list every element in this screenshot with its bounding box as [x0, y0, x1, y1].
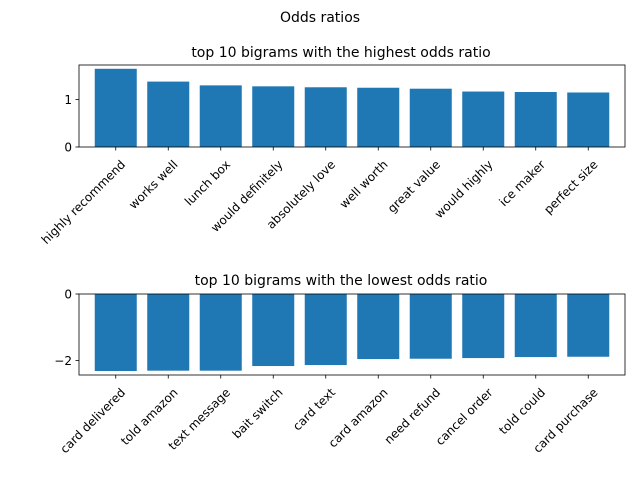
- bar-top-9: [567, 92, 610, 147]
- bar-bottom-8: [514, 294, 557, 358]
- bar-top-1: [147, 81, 190, 147]
- xtick-label: works well: [126, 157, 180, 211]
- axes-frame: [78, 293, 626, 376]
- bar-top-8: [514, 92, 557, 147]
- bar-top-5: [357, 87, 400, 147]
- bar-bottom-5: [357, 294, 400, 360]
- bar-top-0: [94, 68, 137, 147]
- bar-bottom-0: [94, 294, 137, 372]
- xtick-label: bait switch: [230, 385, 286, 441]
- ytick-label: 0: [64, 141, 72, 155]
- bar-bottom-1: [147, 294, 190, 371]
- bar-top-7: [462, 91, 505, 147]
- xtick-label: well worth: [337, 157, 391, 211]
- chart-top-axes: top 10 bigrams with the highest odds rat…: [39, 45, 626, 247]
- bar-bottom-2: [199, 294, 242, 371]
- xtick-label: told could: [496, 385, 548, 437]
- chart-bottom-axes: top 10 bigrams with the lowest odds rati…: [54, 273, 626, 456]
- bar-top-4: [304, 87, 347, 147]
- bar-bottom-4: [304, 294, 347, 366]
- xtick-label: highly recommend: [39, 157, 128, 246]
- chart-bottom-title: top 10 bigrams with the lowest odds rati…: [195, 273, 488, 289]
- chart-top-title: top 10 bigrams with the highest odds rat…: [191, 45, 490, 61]
- bar-top-6: [409, 88, 452, 147]
- bar-top-2: [199, 85, 242, 147]
- bar-bottom-6: [409, 294, 452, 359]
- figure-suptitle: Odds ratios: [280, 10, 360, 26]
- bar-bottom-9: [567, 294, 610, 357]
- bar-top-3: [252, 86, 295, 147]
- xtick-label: card delivered: [57, 385, 128, 456]
- ytick-label: 0: [64, 288, 72, 302]
- ytick-label: −2: [54, 354, 72, 368]
- xtick-label: lunch box: [182, 157, 233, 208]
- xtick-label: perfect size: [541, 157, 600, 216]
- xtick-label: card text: [290, 385, 338, 433]
- xtick-label: ice maker: [496, 157, 548, 209]
- axes-frame: [78, 64, 626, 148]
- ytick-label: 1: [64, 93, 72, 107]
- xtick-label: great value: [385, 157, 443, 215]
- bar-bottom-7: [462, 294, 505, 359]
- bar-bottom-3: [252, 294, 295, 367]
